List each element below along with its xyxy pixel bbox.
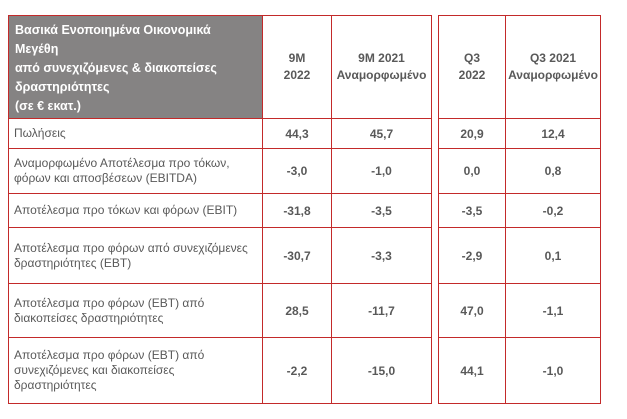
table-row: Αποτέλεσμα προ φόρων από συνεχιζόμενες δ…	[8, 227, 432, 284]
row-label: Αποτέλεσμα προ τόκων και φόρων (EBIT)	[8, 193, 263, 228]
value-cell: 45,7	[331, 118, 432, 149]
table-row: -2,9 0,1	[438, 227, 601, 284]
value-cell: -1,1	[505, 283, 601, 338]
col-header-line: 9M 2021	[358, 51, 405, 65]
row-label: Αναμορφωμένο Αποτέλεσμα προ τόκων, φόρων…	[8, 148, 263, 194]
value-cell: -0,2	[505, 193, 601, 228]
col-header-line: 2022	[283, 68, 311, 82]
table-title-line: από συνεχιζόμενες & διακοπείσες	[15, 61, 217, 75]
value-cell: -15,0	[331, 337, 432, 404]
col-header-9m-2021-restated: 9M 2021 Αναμορφωμένο	[331, 15, 432, 119]
col-header-line: Αναμορφωμένο	[508, 68, 598, 82]
value-cell: -2,2	[262, 337, 332, 404]
value-cell: 44,1	[438, 337, 506, 404]
table-row: 47,0 -1,1	[438, 283, 601, 338]
value-cell: -1,0	[505, 337, 601, 404]
table-title-line: Βασικά Ενοποιημένα Οικονομικά Μεγέθη	[15, 23, 211, 56]
value-cell: 47,0	[438, 283, 506, 338]
financial-table-q3: Q3 2022 Q3 2021 Αναμορφωμένο 20,9 12,4 0…	[438, 15, 601, 404]
col-header-q3-2022: Q3 2022	[438, 15, 506, 119]
header-row: Βασικά Ενοποιημένα Οικονομικά Μεγέθη από…	[8, 15, 432, 119]
col-header-line: 9M	[288, 51, 306, 65]
value-cell: 20,9	[438, 118, 506, 149]
table-row: Αποτέλεσμα προ τόκων και φόρων (EBIT) -3…	[8, 193, 432, 228]
col-header-line: 2022	[458, 68, 486, 82]
table-row: 44,1 -1,0	[438, 337, 601, 404]
table-title-line: δραστηριότητες	[15, 80, 110, 94]
value-cell: -3,5	[438, 193, 506, 228]
col-header-q3-2021-restated: Q3 2021 Αναμορφωμένο	[505, 15, 601, 119]
table-title-cell: Βασικά Ενοποιημένα Οικονομικά Μεγέθη από…	[8, 15, 263, 119]
value-cell: -3,0	[262, 148, 332, 194]
row-label: Αποτέλεσμα προ φόρων από συνεχιζόμενες δ…	[8, 227, 263, 284]
value-cell: -2,9	[438, 227, 506, 284]
table-row: 0,0 0,8	[438, 148, 601, 194]
table-title-line: (σε € εκατ.)	[15, 99, 81, 113]
col-header-line: Q3 2021	[529, 51, 577, 65]
value-cell: 0,0	[438, 148, 506, 194]
financial-table-9m: Βασικά Ενοποιημένα Οικονομικά Μεγέθη από…	[8, 15, 432, 404]
row-label: Αποτέλεσμα προ φόρων (EBT) από διακοπείσ…	[8, 283, 263, 338]
value-cell: 44,3	[262, 118, 332, 149]
table-row: -3,5 -0,2	[438, 193, 601, 228]
table-row: Αναμορφωμένο Αποτέλεσμα προ τόκων, φόρων…	[8, 148, 432, 194]
value-cell: 0,8	[505, 148, 601, 194]
value-cell: -30,7	[262, 227, 332, 284]
value-cell: -3,3	[331, 227, 432, 284]
value-cell: -1,0	[331, 148, 432, 194]
value-cell: -31,8	[262, 193, 332, 228]
value-cell: 12,4	[505, 118, 601, 149]
value-cell: 0,1	[505, 227, 601, 284]
col-header-9m-2022: 9M 2022	[262, 15, 332, 119]
table-row: Αποτέλεσμα προ φόρων (EBT) από διακοπείσ…	[8, 283, 432, 338]
col-header-line: Q3	[463, 51, 480, 65]
value-cell: 28,5	[262, 283, 332, 338]
col-header-line: Αναμορφωμένο	[336, 68, 427, 82]
header-row: Q3 2022 Q3 2021 Αναμορφωμένο	[438, 15, 601, 119]
value-cell: -3,5	[331, 193, 432, 228]
table-row: Αποτέλεσμα προ φόρων (EBT) από συνεχιζόμ…	[8, 337, 432, 404]
row-label: Αποτέλεσμα προ φόρων (EBT) από συνεχιζόμ…	[8, 337, 263, 404]
table-row: Πωλήσεις 44,3 45,7	[8, 118, 432, 149]
row-label: Πωλήσεις	[8, 118, 263, 149]
value-cell: -11,7	[331, 283, 432, 338]
table-row: 20,9 12,4	[438, 118, 601, 149]
